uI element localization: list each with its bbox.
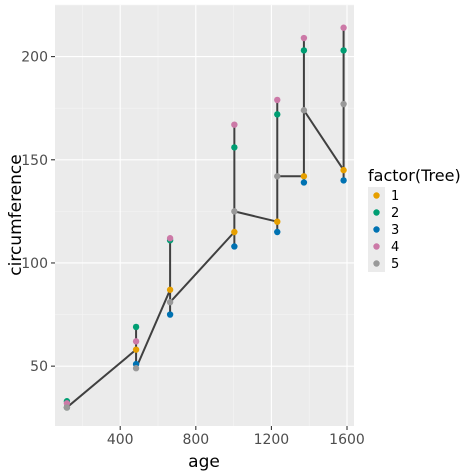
x-tick-label-1: 800 [182,432,209,448]
legend: factor(Tree) 1 2 3 4 5 [368,166,461,272]
point-tree-5-2 [166,298,174,306]
legend-label: 5 [391,257,399,272]
x-axis-title: age [188,452,220,472]
legend-key-point [373,226,380,233]
point-tree-1-2 [166,286,174,293]
legend-label: 2 [391,206,399,221]
legend-key-point [373,192,380,199]
legend-label: 1 [391,189,399,204]
point-tree-2-4 [274,111,281,118]
point-tree-5-6 [340,100,347,108]
y-tick-label-2: 150 [21,153,48,169]
y-tick-label-3: 200 [21,50,48,66]
point-tree-4-4 [274,96,281,104]
x-tick-label-0: 400 [107,432,134,448]
points-layer [63,24,347,411]
legend-item-1: 1 [368,187,399,204]
y-axis-title: circumference [6,154,26,275]
legend-item-4: 4 [368,238,399,255]
point-tree-3-4 [274,228,281,236]
legend-key-point [373,209,380,216]
point-tree-1-5 [300,173,308,180]
point-tree-4-1 [132,338,140,345]
point-tree-3-2 [166,311,174,318]
legend-key-point [373,243,380,250]
point-tree-4-3 [231,121,238,128]
legend-items: 1 2 3 4 5 [368,187,399,272]
grid-major [55,5,354,426]
legend-key-point [373,260,380,267]
point-tree-2-6 [340,47,347,54]
point-tree-1-4 [274,218,281,225]
y-axis-ticks: 50 100 150 200 [21,50,55,375]
x-axis-ticks: 400 800 1200 1600 [107,426,365,448]
legend-item-2: 2 [368,204,399,221]
point-tree-5-5 [300,107,308,114]
legend-label: 3 [391,223,399,238]
point-tree-5-4 [274,173,281,180]
point-tree-2-5 [300,47,308,54]
x-tick-label-3: 1600 [329,432,365,448]
point-tree-3-6 [340,177,347,184]
legend-item-3: 3 [368,221,399,238]
x-tick-label-2: 1200 [254,432,290,448]
point-tree-5-3 [231,208,238,215]
y-tick-label-1: 100 [21,256,48,272]
point-tree-3-5 [300,179,308,186]
point-tree-3-3 [231,243,238,250]
point-tree-4-6 [340,24,347,31]
legend-label: 4 [391,240,399,255]
point-tree-1-3 [231,228,238,236]
point-tree-2-3 [231,144,238,151]
point-tree-5-0 [63,404,71,411]
point-tree-1-6 [340,166,347,174]
point-tree-5-1 [132,365,140,372]
y-tick-label-0: 50 [30,359,48,375]
point-tree-2-1 [132,323,140,331]
point-tree-1-1 [132,346,140,353]
legend-title: factor(Tree) [368,166,461,185]
point-tree-4-5 [300,34,308,42]
point-tree-4-2 [166,235,174,242]
legend-item-5: 5 [368,255,399,272]
